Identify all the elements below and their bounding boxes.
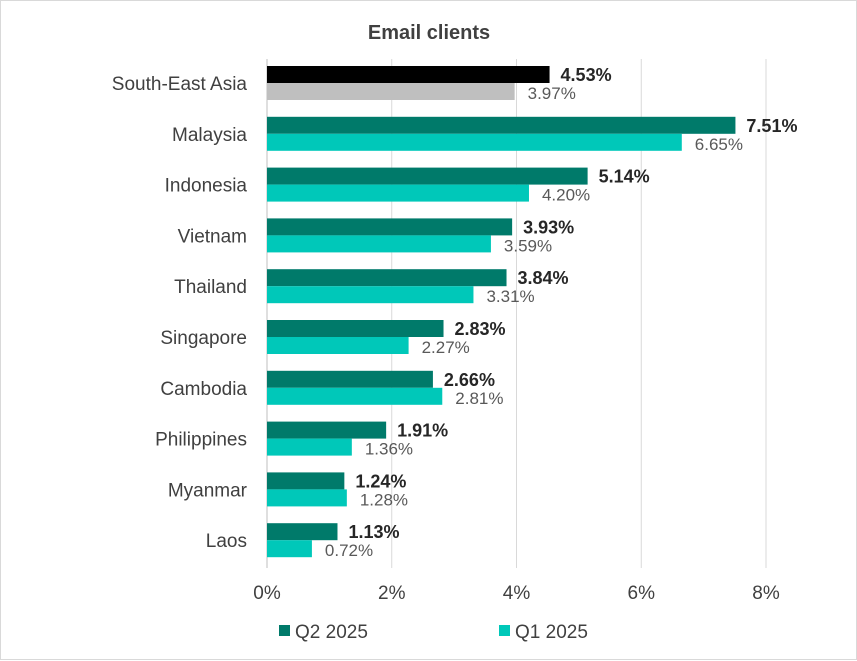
data-label-q1-2025: 1.36% xyxy=(365,440,413,459)
data-label-q2-2025: 3.84% xyxy=(518,268,569,288)
x-tick-label: 6% xyxy=(628,583,656,604)
chart-title: Email clients xyxy=(368,22,490,44)
bar-q1-2025 xyxy=(267,286,474,304)
data-label-q1-2025: 3.31% xyxy=(486,287,534,306)
bar-q1-2025 xyxy=(267,489,347,507)
data-label-q2-2025: 3.93% xyxy=(523,217,574,237)
legend-label-q2-2025: Q2 2025 xyxy=(295,622,368,643)
bar-q1-2025 xyxy=(267,438,352,456)
category-label: Laos xyxy=(206,531,247,552)
data-label-q2-2025: 2.66% xyxy=(444,370,495,390)
category-label: South-East Asia xyxy=(112,74,248,95)
x-tick-labels: 0% 2% 4% 6% 8% xyxy=(253,583,780,604)
bar-q1-2025 xyxy=(267,184,529,202)
data-label-q1-2025: 2.81% xyxy=(455,389,503,408)
legend-swatch-q2-2025 xyxy=(279,625,290,636)
category-label: Singapore xyxy=(160,328,247,349)
bar-q2-2025 xyxy=(267,167,588,185)
legend-label-q1-2025: Q1 2025 xyxy=(515,622,588,643)
bar-q1-2025 xyxy=(267,133,682,151)
category-label: Myanmar xyxy=(168,480,248,501)
legend-swatch-q1-2025 xyxy=(499,625,510,636)
bar-q2-2025 xyxy=(267,66,550,83)
data-label-q1-2025: 2.27% xyxy=(422,338,470,357)
category-label: Vietnam xyxy=(178,226,247,247)
category-label: Thailand xyxy=(174,277,247,298)
bar-q1-2025 xyxy=(267,540,312,558)
data-label-q1-2025: 3.97% xyxy=(528,84,576,103)
bar-q1-2025 xyxy=(267,235,491,253)
bar-q1-2025 xyxy=(267,83,515,100)
bar-q2-2025 xyxy=(267,116,736,134)
data-label-q1-2025: 0.72% xyxy=(325,541,373,560)
data-label-q2-2025: 1.24% xyxy=(355,471,406,491)
bar-q2-2025 xyxy=(267,472,345,490)
legend: Q2 2025 Q1 2025 xyxy=(279,622,588,643)
bar-q2-2025 xyxy=(267,523,338,541)
bar-q2-2025 xyxy=(267,218,513,236)
category-label: Malaysia xyxy=(172,125,247,146)
data-label-q1-2025: 4.20% xyxy=(542,186,590,205)
data-label-q2-2025: 7.51% xyxy=(746,116,797,136)
bar-q1-2025 xyxy=(267,337,409,354)
bar-q1-2025 xyxy=(267,387,443,405)
bar-q2-2025 xyxy=(267,320,444,337)
category-label: Indonesia xyxy=(165,176,248,197)
data-label-q2-2025: 4.53% xyxy=(561,65,612,85)
data-label-q2-2025: 5.14% xyxy=(599,167,650,187)
bar-q2-2025 xyxy=(267,269,507,287)
category-labels: South-East Asia Malaysia Indonesia Vietnam T… xyxy=(112,74,248,552)
bars xyxy=(267,66,736,558)
bar-q2-2025 xyxy=(267,421,387,439)
data-label-q1-2025: 3.59% xyxy=(504,236,552,255)
category-label: Cambodia xyxy=(160,379,247,400)
x-tick-label: 2% xyxy=(378,583,406,604)
x-tick-label: 8% xyxy=(752,583,780,604)
x-tick-label: 0% xyxy=(253,583,281,604)
data-labels: 4.53%3.97% 7.51%6.65% 5.14% 4.20% 3.93%3.59%… xyxy=(325,65,798,560)
bar-q2-2025 xyxy=(267,370,433,388)
data-label-q1-2025: 1.28% xyxy=(360,490,408,509)
data-label-q2-2025: 1.91% xyxy=(397,421,448,441)
data-label-q1-2025: 6.65% xyxy=(695,135,743,154)
data-label-q2-2025: 2.83% xyxy=(455,319,506,339)
data-label-q2-2025: 1.13% xyxy=(348,522,399,542)
category-label: Philippines xyxy=(155,430,247,451)
x-tick-label: 4% xyxy=(503,583,531,604)
